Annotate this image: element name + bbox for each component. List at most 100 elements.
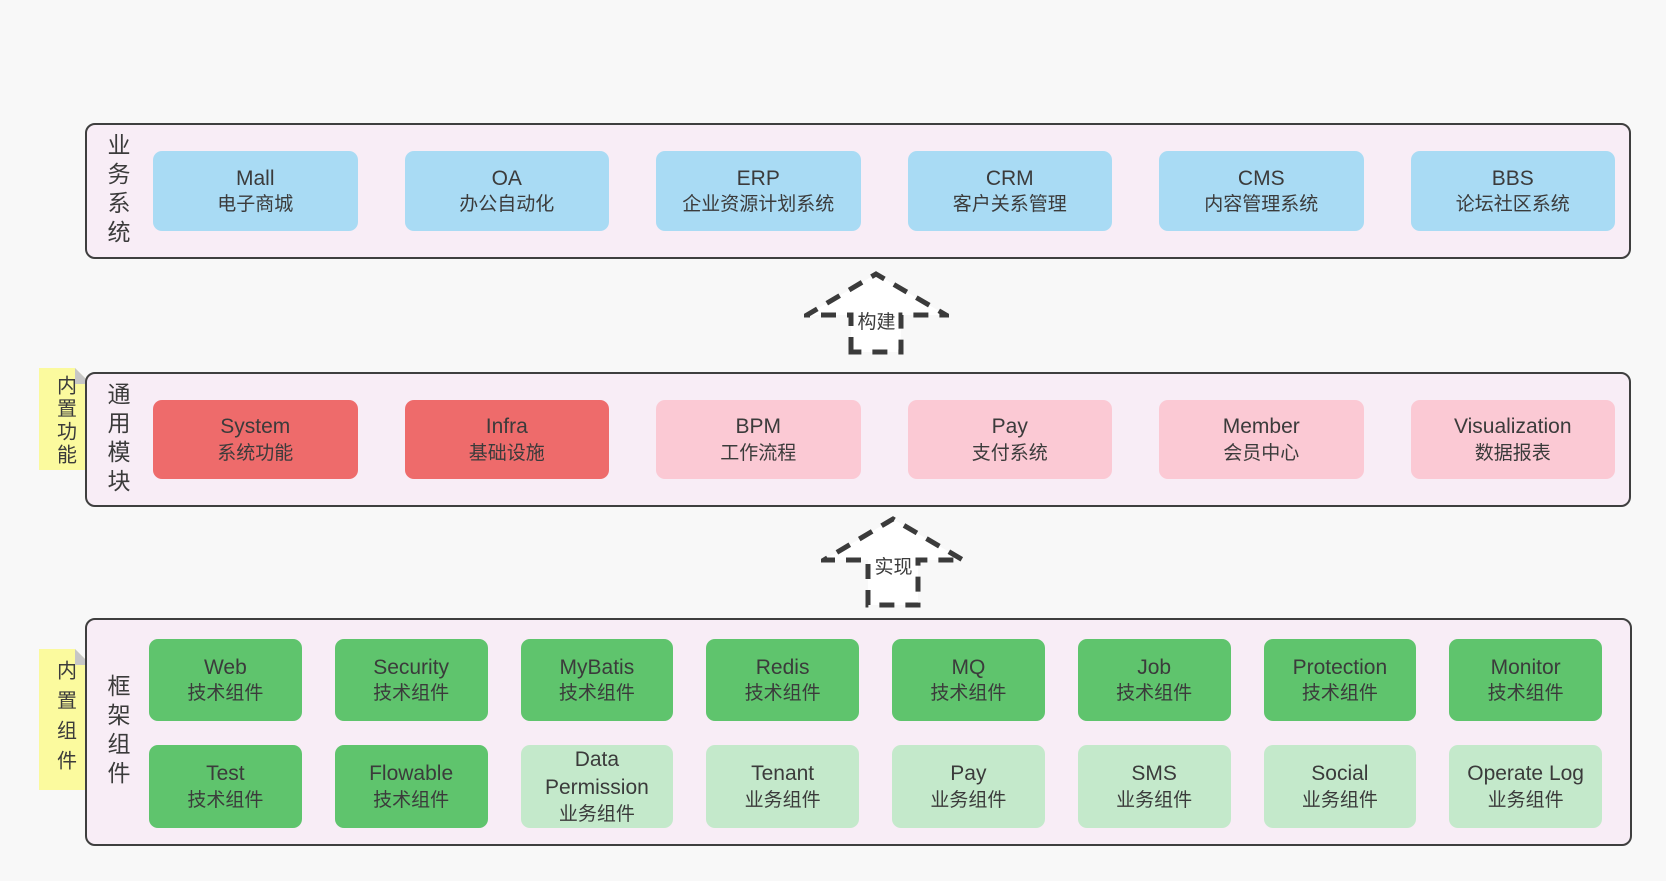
box-system: System 系统功能 <box>153 400 358 479</box>
sticky-note-label: 内置功能 <box>53 375 76 467</box>
module-box-title: BBS <box>1491 166 1534 190</box>
module-box-subtitle: 电子商城 <box>217 194 294 216</box>
module-box-title: Protection <box>1292 655 1388 679</box>
module-box-title: Social <box>1311 762 1369 786</box>
module-box-title: CRM <box>985 166 1034 190</box>
module-box-title: Web <box>203 655 247 679</box>
box-protection: Protection 技术组件 <box>1263 639 1417 721</box>
layer-label: 框架组件 <box>104 674 130 790</box>
module-box-title: ERP <box>736 166 780 190</box>
sticky-note-label: 内置组件 <box>53 660 76 780</box>
module-box-subtitle: 会员中心 <box>1223 442 1300 464</box>
module-box-subtitle: 技术组件 <box>1301 683 1378 705</box>
module-box-subtitle: 企业资源计划系统 <box>682 194 835 216</box>
module-box-subtitle: 工作流程 <box>720 442 797 464</box>
module-box-subtitle: 技术组件 <box>1116 683 1193 705</box>
module-box-title: Flowable <box>369 762 454 786</box>
module-box-title: BPM <box>735 415 781 439</box>
box-row: Test 技术组件 Flowable 技术组件 Data Permission … <box>149 745 1602 828</box>
implement-arrow: 实现 <box>821 516 966 608</box>
module-box-title: Data Permission <box>544 748 649 799</box>
box-tenant: Tenant 业务组件 <box>706 745 859 828</box>
module-box-title: Visualization <box>1453 415 1572 439</box>
module-box-title: Monitor <box>1490 655 1561 679</box>
module-box-title: Operate Log <box>1467 762 1584 786</box>
module-box-subtitle: 技术组件 <box>930 683 1007 705</box>
module-box-subtitle: 技术组件 <box>187 683 264 705</box>
module-box-title: MyBatis <box>559 655 635 679</box>
build-arrow: 构建 <box>804 271 949 355</box>
module-box-subtitle: 技术组件 <box>373 789 450 811</box>
layer-label: 业务系统 <box>104 133 130 249</box>
module-box-subtitle: 业务组件 <box>1116 789 1193 811</box>
box-mybatis: MyBatis 技术组件 <box>520 639 674 721</box>
module-box-subtitle: 系统功能 <box>217 442 294 464</box>
module-box-subtitle: 内容管理系统 <box>1204 194 1319 216</box>
box-infra: Infra 基础设施 <box>404 400 609 479</box>
box-test: Test 技术组件 <box>149 745 302 828</box>
module-box-subtitle: 技术组件 <box>187 789 264 811</box>
box-monitor: Monitor 技术组件 <box>1449 639 1602 721</box>
module-box-title: Tenant <box>751 762 815 786</box>
box-redis: Redis 技术组件 <box>706 639 859 721</box>
module-box-subtitle: 业务组件 <box>744 789 821 811</box>
module-box-subtitle: 技术组件 <box>1487 683 1564 705</box>
box-web: Web 技术组件 <box>149 639 302 721</box>
module-box-subtitle: 客户关系管理 <box>952 194 1067 216</box>
box-mq: MQ 技术组件 <box>892 639 1045 721</box>
sticky-note-builtin-features: 内置功能 <box>39 368 91 470</box>
module-box-subtitle: 数据报表 <box>1474 442 1551 464</box>
module-box-title: Job <box>1137 655 1172 679</box>
module-box-title: Test <box>206 762 245 786</box>
module-box-title: MQ <box>951 655 986 679</box>
module-box-title: Security <box>373 655 450 679</box>
box-job: Job 技术组件 <box>1077 639 1231 721</box>
box-erp: ERP 企业资源计划系统 <box>656 151 861 231</box>
module-box-subtitle: 支付系统 <box>971 442 1048 464</box>
box-operate-log: Operate Log 业务组件 <box>1449 745 1602 828</box>
sticky-note-builtin-components: 内置组件 <box>39 649 91 790</box>
box-pay: Pay 支付系统 <box>907 400 1112 479</box>
module-box-title: Pay <box>991 415 1028 439</box>
box-bpm: BPM 工作流程 <box>656 400 861 479</box>
arrow-label: 实现 <box>872 556 915 580</box>
box-cms: CMS 内容管理系统 <box>1159 151 1364 231</box>
box-bbs: BBS 论坛社区系统 <box>1410 151 1615 231</box>
box-row: Mall 电子商城 OA 办公自动化 ERP 企业资源计划系统 CRM 客户关系… <box>153 151 1615 231</box>
box-row: Web 技术组件 Security 技术组件 MyBatis 技术组件 Redi… <box>149 639 1602 721</box>
module-box-subtitle: 技术组件 <box>373 683 450 705</box>
arrow-label: 构建 <box>855 311 898 335</box>
box-social: Social 业务组件 <box>1263 745 1417 828</box>
module-box-title: OA <box>491 166 522 190</box>
business-systems-layer: 业务系统 Mall 电子商城 OA 办公自动化 ERP 企业资源计划系统 CRM… <box>85 123 1631 259</box>
module-box-subtitle: 办公自动化 <box>459 194 555 216</box>
box-sms: SMS 业务组件 <box>1077 745 1231 828</box>
framework-components-layer: 框架组件 Web 技术组件 Security 技术组件 MyBatis 技术组件… <box>85 618 1632 846</box>
module-box-subtitle: 论坛社区系统 <box>1455 194 1570 216</box>
box-crm: CRM 客户关系管理 <box>907 151 1112 231</box>
module-box-title: CMS <box>1237 166 1285 190</box>
module-box-title: Infra <box>485 415 528 439</box>
module-box-subtitle: 业务组件 <box>1487 789 1564 811</box>
module-box-title: SMS <box>1131 762 1177 786</box>
module-box-title: Mall <box>235 166 275 190</box>
module-box-subtitle: 业务组件 <box>930 789 1007 811</box>
box-member: Member 会员中心 <box>1159 400 1364 479</box>
box-mall: Mall 电子商城 <box>153 151 358 231</box>
box-security: Security 技术组件 <box>334 639 488 721</box>
box-data-permission: Data Permission 业务组件 <box>520 745 674 828</box>
box-flowable: Flowable 技术组件 <box>334 745 488 828</box>
box-visualization: Visualization 数据报表 <box>1410 400 1615 479</box>
module-box-title: System <box>220 415 291 439</box>
box-row: System 系统功能 Infra 基础设施 BPM 工作流程 Pay 支付系统… <box>153 400 1615 479</box>
common-modules-layer: 通用模块 System 系统功能 Infra 基础设施 BPM 工作流程 Pay… <box>85 372 1631 507</box>
box-oa: OA 办公自动化 <box>404 151 609 231</box>
box-pay: Pay 业务组件 <box>892 745 1045 828</box>
module-box-subtitle: 基础设施 <box>468 442 545 464</box>
module-box-subtitle: 业务组件 <box>558 803 635 825</box>
module-box-subtitle: 技术组件 <box>744 683 821 705</box>
module-box-subtitle: 技术组件 <box>558 683 635 705</box>
layer-label: 通用模块 <box>104 381 130 498</box>
module-box-title: Redis <box>755 655 810 679</box>
